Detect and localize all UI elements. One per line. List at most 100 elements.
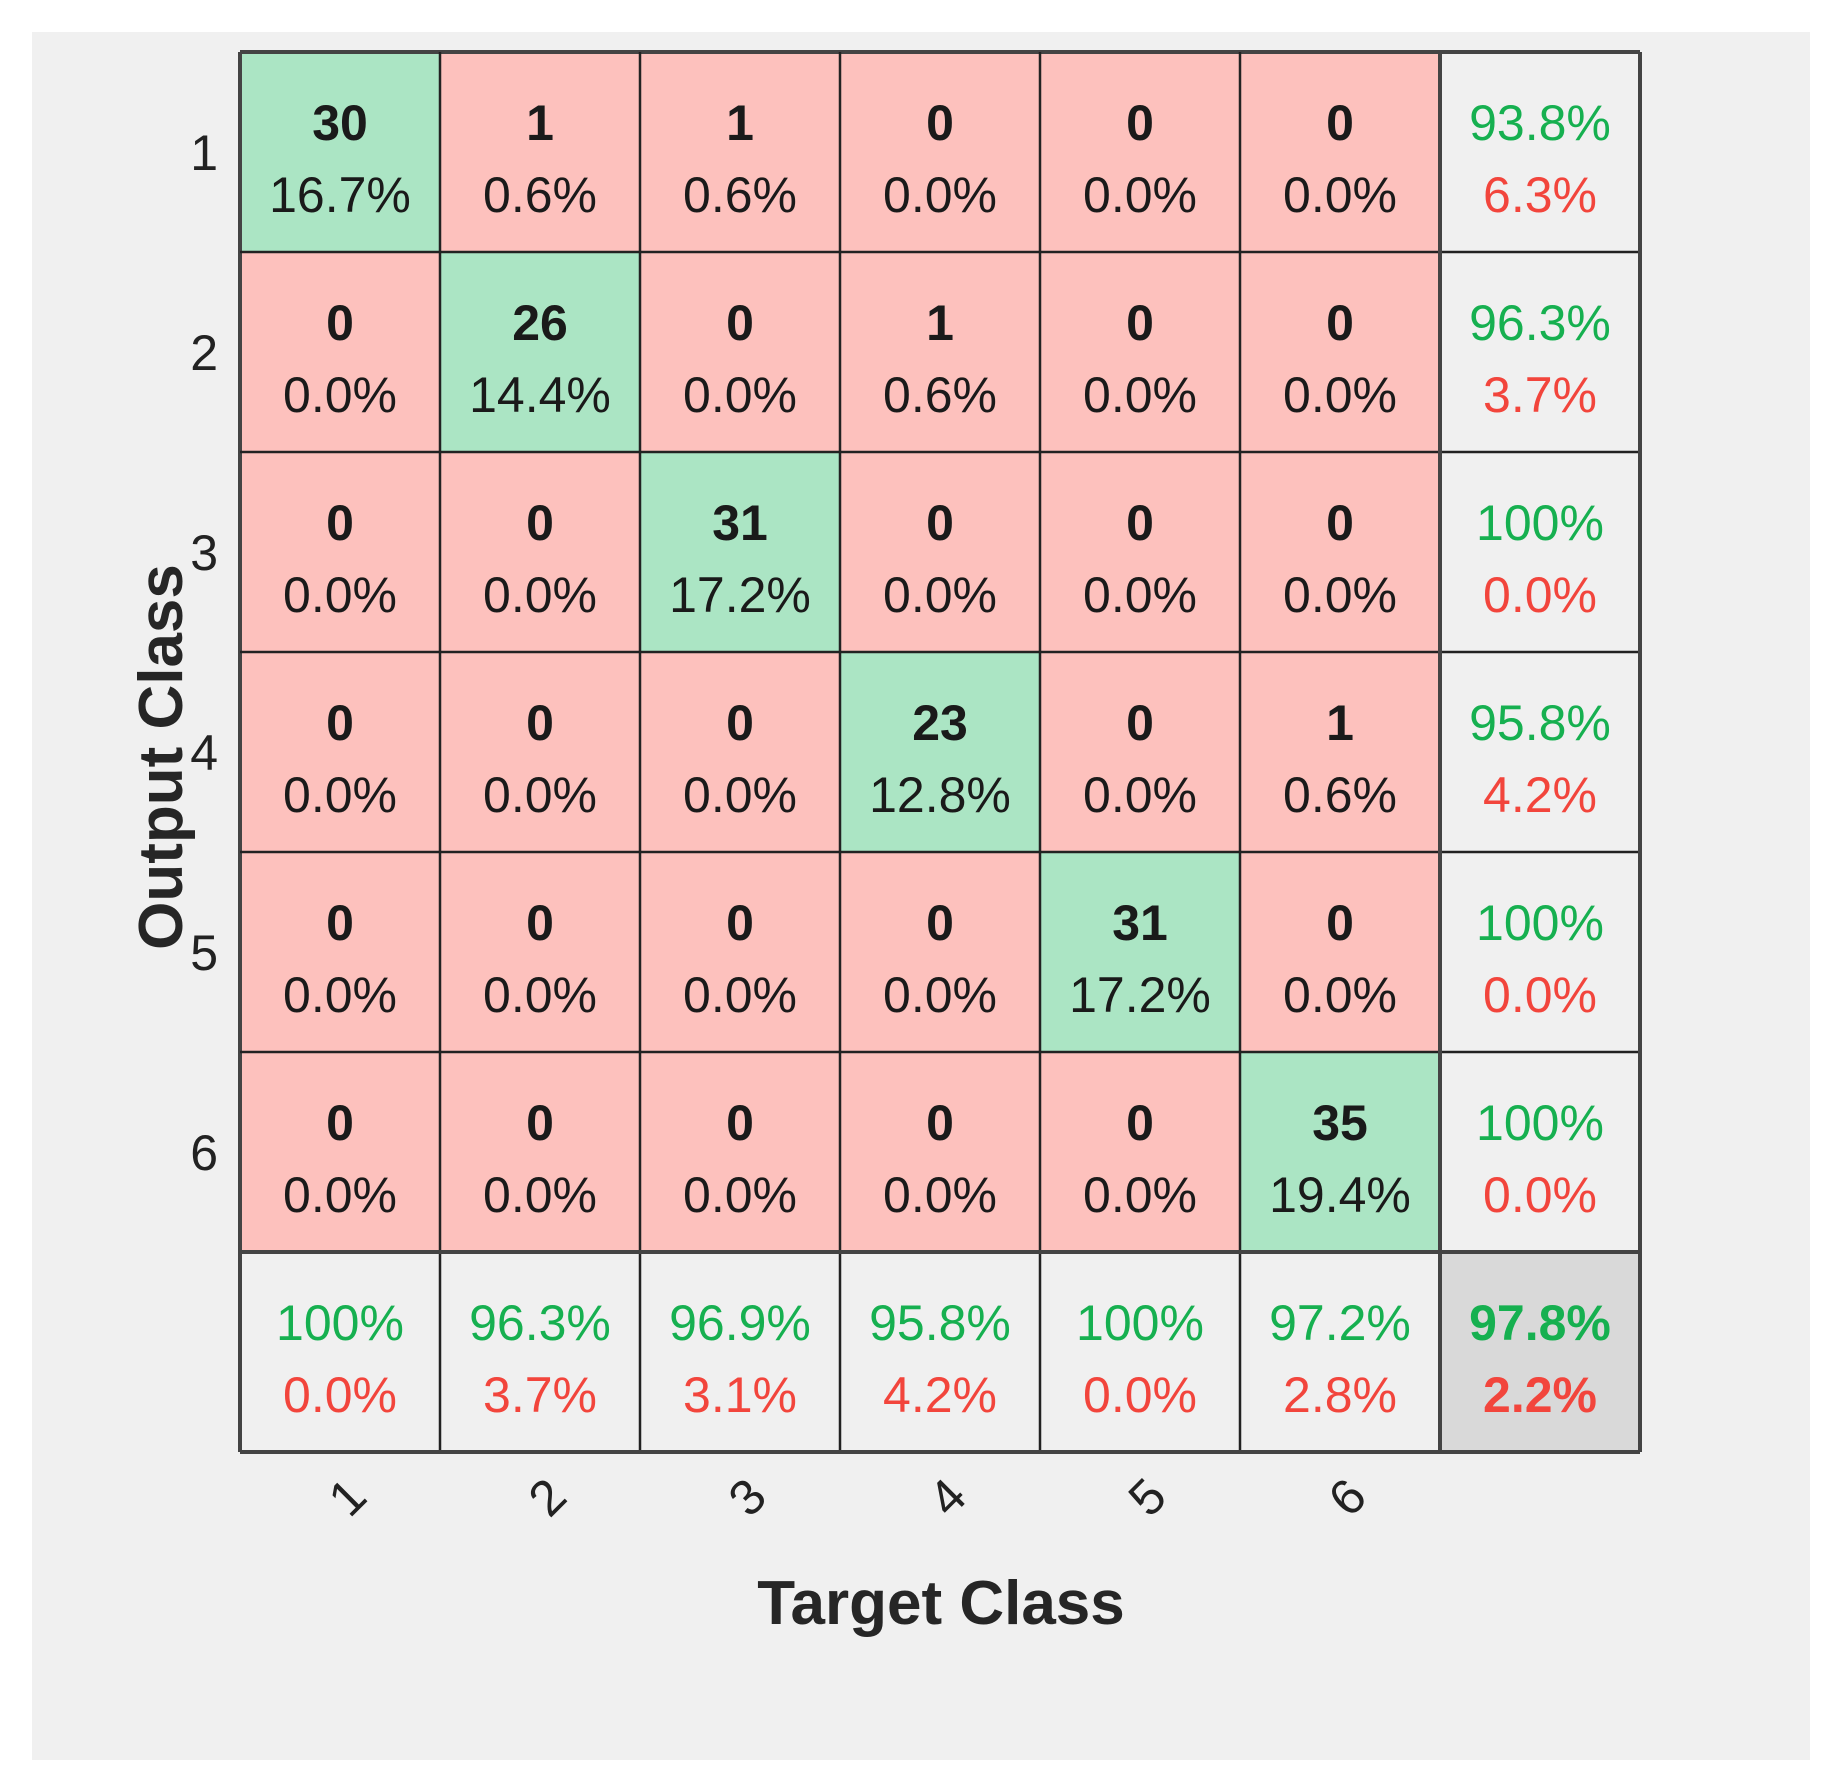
cell-background: [240, 852, 440, 1052]
cell-percent: 0.0%: [1283, 967, 1397, 1023]
matrix-cell: 0 0.0%: [640, 652, 840, 852]
cell-percent: 0.0%: [1283, 167, 1397, 223]
cell-percent: 0.0%: [483, 967, 597, 1023]
matrix-cell: 1 0.6%: [440, 52, 640, 252]
cell-background: [640, 852, 840, 1052]
summary-background: [1040, 1252, 1240, 1452]
cell-percent: 0.0%: [883, 1167, 997, 1223]
matrix-cell: 0 0.0%: [240, 1052, 440, 1252]
matrix-cell: 0 0.0%: [1040, 52, 1240, 252]
cell-background: [1240, 852, 1440, 1052]
x-tick-label: 5: [1118, 1468, 1177, 1527]
cell-background: [240, 252, 440, 452]
summary-background: [1440, 252, 1640, 452]
cell-count: 1: [1326, 695, 1354, 751]
cell-percent: 0.0%: [683, 767, 797, 823]
cell-count: 1: [926, 295, 954, 351]
cell-percent: 0.6%: [883, 367, 997, 423]
column-summary-cell: 100% 0.0%: [240, 1252, 440, 1452]
cell-percent: 0.0%: [483, 1167, 597, 1223]
matrix-cell: 0 0.0%: [240, 852, 440, 1052]
summary-incorrect: 6.3%: [1483, 167, 1597, 223]
matrix-cell: 30 16.7%: [240, 52, 440, 252]
matrix-cell: 0 0.0%: [840, 1052, 1040, 1252]
summary-incorrect: 0.0%: [283, 1367, 397, 1423]
cell-background: [440, 852, 640, 1052]
cell-count: 0: [1326, 95, 1354, 151]
summary-correct: 100%: [276, 1295, 404, 1351]
summary-correct: 97.2%: [1269, 1295, 1411, 1351]
cell-count: 0: [1326, 295, 1354, 351]
cell-count: 0: [926, 495, 954, 551]
cell-background: [640, 1052, 840, 1252]
summary-background: [640, 1252, 840, 1452]
matrix-cell: 1 0.6%: [1240, 652, 1440, 852]
matrix-cell: 31 17.2%: [640, 452, 840, 652]
cell-percent: 14.4%: [469, 367, 611, 423]
cell-count: 31: [1112, 895, 1168, 951]
cell-background: [240, 52, 440, 252]
matrix-cell: 0 0.0%: [840, 52, 1040, 252]
confusion-matrix-chart: 3016.7%10.6%10.6%00.0%00.0%00.0%00.0%261…: [127, 50, 1642, 1638]
cell-background: [1040, 852, 1240, 1052]
y-tick-label: 2: [190, 325, 218, 381]
cell-percent: 0.0%: [283, 967, 397, 1023]
x-tick-label: 3: [718, 1468, 777, 1527]
cell-count: 0: [326, 1095, 354, 1151]
summary-incorrect: 2.8%: [1283, 1367, 1397, 1423]
cell-percent: 0.0%: [1283, 567, 1397, 623]
cell-percent: 16.7%: [269, 167, 411, 223]
overall-background: [1440, 1252, 1640, 1452]
cell-background: [1040, 452, 1240, 652]
cell-count: 31: [712, 495, 768, 551]
cell-count: 0: [1126, 695, 1154, 751]
cell-percent: 0.0%: [1083, 167, 1197, 223]
summary-incorrect: 3.1%: [683, 1367, 797, 1423]
cell-percent: 0.0%: [1083, 567, 1197, 623]
confusion-matrix-figure: 30 16.7% 1 0.6% 1 0.6% 0 0.0% 0 0.0% 0 0.0% 0 0.0% 26 1…: [32, 32, 1810, 1760]
cell-percent: 0.0%: [683, 1167, 797, 1223]
cell-percent: 0.0%: [483, 767, 597, 823]
matrix-cell: 0 0.0%: [440, 1052, 640, 1252]
overall-correct: 97.8%: [1469, 1295, 1611, 1351]
cell-background: [1040, 652, 1240, 852]
cell-background: [240, 452, 440, 652]
matrix-cell: 0 0.0%: [1040, 252, 1240, 452]
cell-percent: 17.2%: [669, 567, 811, 623]
matrix-cell: 1 0.6%: [640, 52, 840, 252]
cell-background: [840, 252, 1040, 452]
matrix-cell: 0 0.0%: [1240, 452, 1440, 652]
x-tick-label: 2: [518, 1468, 577, 1527]
matrix-cell: 0 0.0%: [1240, 852, 1440, 1052]
cell-count: 0: [326, 695, 354, 751]
cell-background: [840, 1052, 1040, 1252]
matrix-cell: 0 0.0%: [1040, 452, 1240, 652]
cell-percent: 0.0%: [483, 567, 597, 623]
cell-percent: 0.0%: [883, 567, 997, 623]
matrix-cell: 0 0.0%: [840, 452, 1040, 652]
summary-background: [1440, 52, 1640, 252]
summary-correct: 96.9%: [669, 1295, 811, 1351]
column-summary-cell: 100% 0.0%: [1040, 1252, 1240, 1452]
cell-count: 0: [526, 895, 554, 951]
cell-background: [640, 252, 840, 452]
summary-background: [840, 1252, 1040, 1452]
summary-correct: 100%: [1076, 1295, 1204, 1351]
cell-background: [240, 1052, 440, 1252]
summary-correct: 95.8%: [869, 1295, 1011, 1351]
y-axis-label: Output Class: [127, 564, 196, 950]
cell-percent: 0.0%: [283, 367, 397, 423]
summary-background: [440, 1252, 640, 1452]
row-summary-cell: 93.8% 6.3%: [1440, 52, 1640, 252]
matrix-cell: 0 0.0%: [440, 452, 640, 652]
cell-background: [1240, 252, 1440, 452]
cell-background: [840, 852, 1040, 1052]
cell-percent: 0.0%: [683, 367, 797, 423]
matrix-cell: 35 19.4%: [1240, 1052, 1440, 1252]
matrix-cell: 0 0.0%: [640, 252, 840, 452]
matrix-cell: 0 0.0%: [240, 252, 440, 452]
cell-percent: 0.6%: [483, 167, 597, 223]
summary-incorrect: 0.0%: [1483, 967, 1597, 1023]
cell-background: [640, 452, 840, 652]
cell-background: [1040, 52, 1240, 252]
